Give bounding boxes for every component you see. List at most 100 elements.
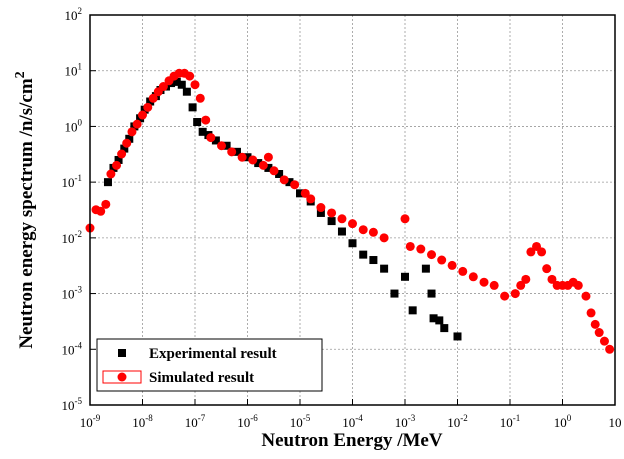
legend-line	[102, 370, 142, 384]
data-point	[542, 264, 552, 274]
tick-label: 10-2	[62, 229, 83, 246]
data-point	[269, 166, 279, 176]
data-point	[290, 180, 300, 190]
ticks: 10-9 10-8 10-7 10-6 10-5 10-4 10-3 10-2 10-1 100 1…	[62, 6, 622, 430]
data-point	[458, 266, 468, 276]
data-point	[217, 141, 227, 151]
data-point	[222, 141, 231, 150]
data-point	[188, 103, 197, 112]
tick-label-exp: -5	[303, 413, 311, 423]
y-axis-title: Neutron energy spectrum /n/s/cm2	[13, 71, 37, 348]
data-point	[605, 344, 615, 354]
data-point	[206, 133, 216, 143]
tick-label-exp: -5	[75, 396, 83, 406]
tick-label-base: 10	[447, 415, 460, 430]
tick-label-exp: 1	[78, 62, 83, 72]
data-point	[316, 203, 326, 213]
data-point	[437, 255, 447, 265]
data-point	[327, 208, 337, 218]
data-point	[379, 233, 389, 243]
tick-label: 100	[554, 413, 572, 430]
data-point	[581, 291, 591, 301]
data-point	[138, 110, 147, 120]
data-point	[117, 149, 127, 159]
data-point	[158, 82, 168, 92]
data-point	[264, 163, 273, 172]
data-point	[453, 332, 462, 341]
data-point	[479, 277, 489, 287]
data-point	[279, 175, 289, 185]
tick-label: 10-3	[62, 285, 83, 302]
tick-label-base: 10	[62, 398, 75, 413]
data-point	[401, 272, 409, 281]
data-point	[500, 291, 510, 301]
tick-label-base: 10	[185, 415, 198, 430]
tick-label-exp: 2	[78, 6, 83, 16]
data-point	[526, 247, 536, 257]
tick-label-base: 10	[65, 64, 78, 79]
data-point	[101, 199, 111, 209]
data-point	[427, 250, 437, 260]
marks	[85, 68, 615, 354]
data-point	[114, 155, 123, 164]
tick-label: 10	[609, 415, 622, 430]
data-point	[125, 134, 134, 143]
tick-label-exp: -9	[93, 413, 101, 423]
data-point	[198, 127, 207, 136]
data-point	[337, 214, 347, 224]
tick-label-exp: -7	[198, 413, 206, 423]
tick-label: 101	[65, 62, 83, 79]
tick-label: 10-1	[62, 173, 83, 190]
data-point	[586, 308, 596, 318]
data-point	[421, 264, 430, 273]
data-point	[416, 244, 426, 254]
x-axis-title: Neutron Energy /MeV	[261, 430, 442, 451]
tick-label: 10-8	[132, 413, 153, 430]
tick-label-exp: -1	[75, 173, 83, 183]
data-point	[348, 239, 357, 248]
tick-label-base: 10	[132, 415, 145, 430]
tick-label: 10-4	[342, 413, 363, 430]
data-point	[103, 178, 112, 187]
data-point	[182, 87, 191, 96]
tick-label-exp: -8	[145, 413, 153, 423]
tick-label-base: 10	[80, 415, 93, 430]
tick-label: 10-2	[447, 413, 468, 430]
tick-label-base: 10	[65, 8, 78, 23]
tick-label-base: 10	[500, 415, 513, 430]
data-point	[201, 115, 211, 125]
data-point	[172, 77, 181, 86]
data-point	[368, 227, 378, 237]
data-point	[258, 160, 268, 170]
data-point	[521, 274, 531, 284]
data-point	[516, 280, 526, 290]
data-point	[489, 280, 499, 290]
tick-label-base: 10	[237, 415, 250, 430]
tick-label-exp: -3	[75, 285, 83, 295]
data-point	[300, 188, 310, 198]
data-point	[537, 247, 547, 257]
legend-label: Experimental result	[149, 346, 277, 362]
data-point	[359, 250, 368, 259]
data-point	[429, 314, 438, 323]
data-point	[447, 260, 457, 270]
data-point	[243, 153, 252, 162]
data-point	[232, 147, 241, 156]
tick-label: 10-5	[62, 396, 83, 413]
tick-label: 10-7	[185, 413, 206, 430]
data-point	[227, 147, 237, 157]
data-point	[122, 138, 132, 148]
legend-box	[96, 338, 323, 392]
data-point	[306, 194, 316, 204]
data-point	[117, 372, 127, 382]
data-point	[132, 119, 142, 129]
data-point	[285, 178, 294, 187]
data-point	[190, 80, 200, 90]
data-point	[348, 219, 357, 229]
tick-label-exp: 0	[567, 413, 572, 423]
tick-label-base: 10	[290, 415, 303, 430]
data-point	[185, 71, 195, 81]
data-point	[177, 80, 186, 89]
tick-label-base: 10	[395, 415, 408, 430]
